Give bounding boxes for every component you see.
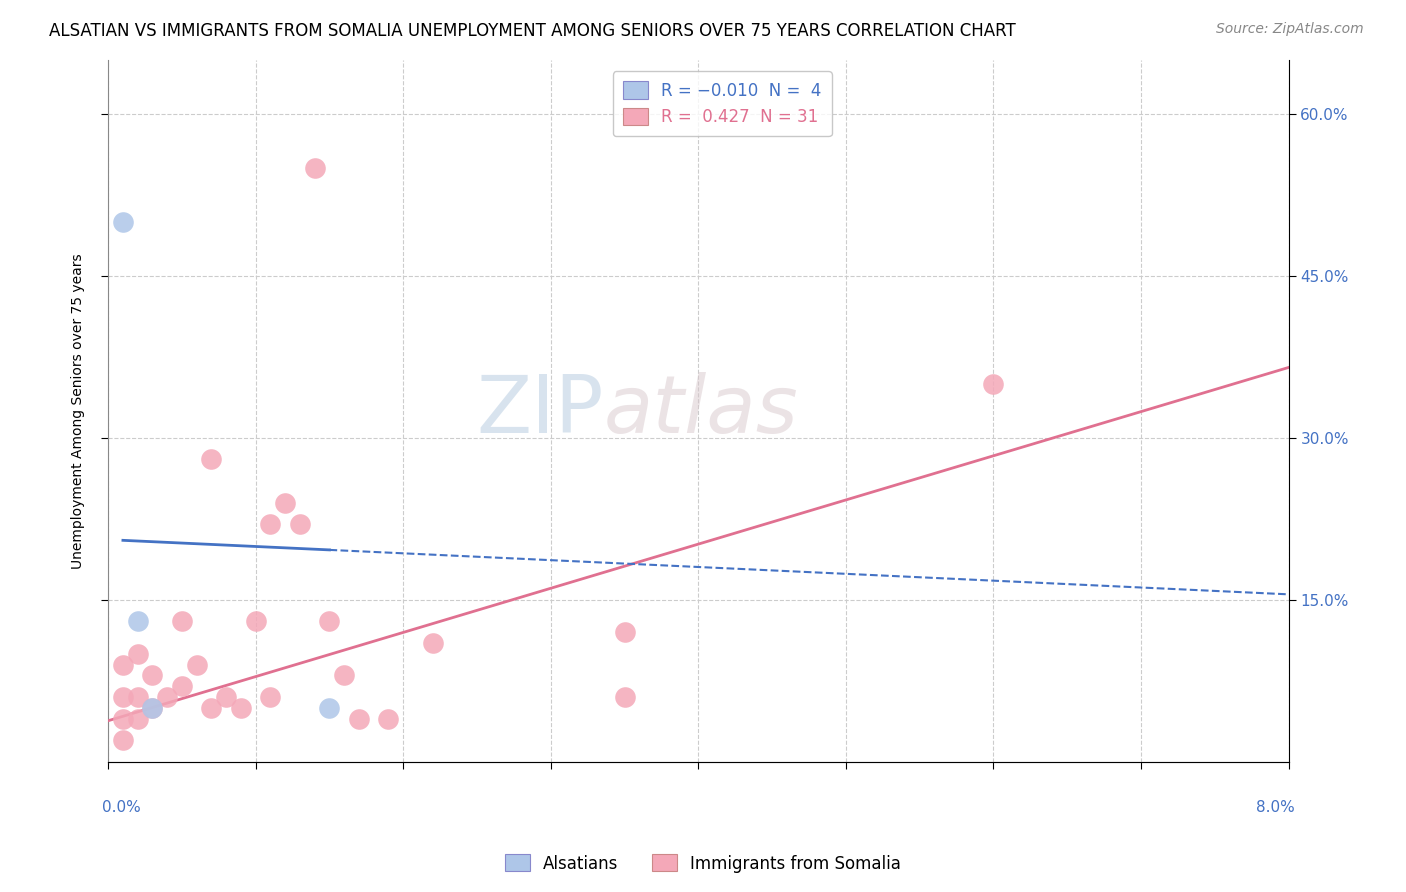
Point [274, 495, 297, 509]
Text: ZIP: ZIP [477, 372, 605, 450]
Point [127, 647, 149, 661]
Legend: R = −0.010  N =  4, R =  0.427  N = 31: R = −0.010 N = 4, R = 0.427 N = 31 [613, 71, 831, 136]
Point [422, 636, 444, 650]
Point [127, 690, 149, 704]
Point [127, 712, 149, 726]
Point [111, 690, 134, 704]
Point [259, 690, 281, 704]
Point [127, 615, 149, 629]
Point [304, 161, 326, 175]
Point [288, 517, 311, 532]
Text: 0.0%: 0.0% [103, 800, 141, 815]
Point [141, 668, 163, 682]
Text: Source: ZipAtlas.com: Source: ZipAtlas.com [1216, 22, 1364, 37]
Text: ALSATIAN VS IMMIGRANTS FROM SOMALIA UNEMPLOYMENT AMONG SENIORS OVER 75 YEARS COR: ALSATIAN VS IMMIGRANTS FROM SOMALIA UNEM… [49, 22, 1017, 40]
Point [200, 452, 222, 467]
Point [170, 615, 193, 629]
Point [259, 517, 281, 532]
Point [333, 668, 356, 682]
Point [156, 690, 179, 704]
Text: 8.0%: 8.0% [1256, 800, 1295, 815]
Point [200, 700, 222, 714]
Point [983, 376, 1005, 391]
Point [318, 700, 340, 714]
Y-axis label: Unemployment Among Seniors over 75 years: Unemployment Among Seniors over 75 years [72, 252, 86, 568]
Point [111, 733, 134, 747]
Point [229, 700, 252, 714]
Point [141, 700, 163, 714]
Point [613, 690, 636, 704]
Point [318, 615, 340, 629]
Point [111, 712, 134, 726]
Point [377, 712, 399, 726]
Point [613, 625, 636, 640]
Point [170, 679, 193, 693]
Point [111, 657, 134, 672]
Text: atlas: atlas [605, 372, 799, 450]
Point [347, 712, 370, 726]
Point [186, 657, 208, 672]
Point [215, 690, 238, 704]
Point [111, 214, 134, 228]
Legend: Alsatians, Immigrants from Somalia: Alsatians, Immigrants from Somalia [498, 847, 908, 880]
Point [245, 615, 267, 629]
Point [141, 700, 163, 714]
